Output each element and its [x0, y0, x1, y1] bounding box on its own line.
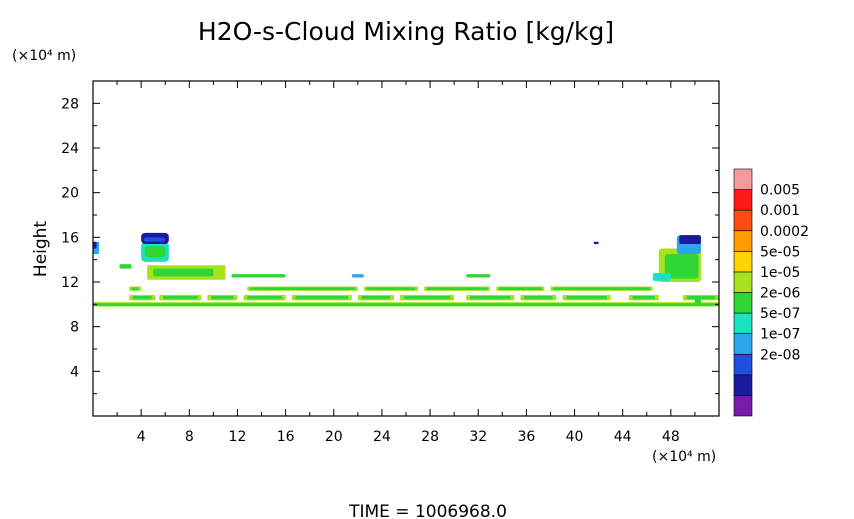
- anvil-cloud-top-core: [143, 237, 166, 242]
- x-tick-label: 20: [325, 429, 343, 445]
- colorbar-swatch: [733, 189, 753, 211]
- cloud-fragment-core: [361, 295, 391, 300]
- colorbar-label: 5e-05: [760, 244, 800, 260]
- y-tick-label: 20: [61, 186, 79, 202]
- cloud-fragment-core: [295, 295, 349, 300]
- chart-title: H2O-s-Cloud Mixing Ratio [kg/kg]: [198, 17, 614, 46]
- x-tick-label: 16: [277, 429, 295, 445]
- colorbar-swatch: [733, 374, 753, 396]
- cloud-fragment-core: [469, 295, 511, 300]
- cloud-fragment-core: [403, 295, 451, 300]
- colorbar-swatch: [733, 353, 753, 376]
- colorbar-label: 0.0002: [760, 224, 809, 240]
- y-tick-label: 16: [61, 230, 79, 246]
- x-tick-label: 12: [229, 429, 247, 445]
- cloud-patch: [351, 274, 364, 278]
- colorbar-swatch: [733, 209, 753, 232]
- y-tick-label: 28: [61, 96, 79, 112]
- colorbar-swatch: [733, 251, 753, 273]
- time-footer: TIME = 1006968.0: [348, 502, 507, 519]
- colorbar-swatch: [733, 271, 753, 293]
- x-tick-label: 32: [469, 429, 487, 445]
- cloud-strip-core: [552, 287, 651, 291]
- x-unit-label: (×10⁴ m): [652, 449, 716, 465]
- y-tick-label: 24: [61, 141, 79, 157]
- cloud-patch-core: [153, 268, 214, 277]
- edge-cloud-left-top: [93, 241, 97, 249]
- x-tick-label: 36: [517, 429, 535, 445]
- x-tick-label: 40: [566, 429, 584, 445]
- colorbar-label: 2e-06: [760, 286, 800, 302]
- colorbar-label: 0.005: [760, 183, 800, 199]
- colorbar-label: 5e-07: [760, 306, 800, 322]
- x-tick-label: 48: [662, 429, 680, 445]
- x-tick-label: 28: [421, 429, 439, 445]
- cloud-patch: [231, 274, 286, 278]
- colorbar: 0.005 0.001 0.0002 5e-05 1e-05 2e-06 5e-07 1e-0…: [733, 168, 809, 417]
- cloud-strip-core: [249, 287, 356, 291]
- cloud-fragment-core: [210, 295, 234, 300]
- y-tick-label: 12: [61, 275, 79, 291]
- cloud-speck: [593, 241, 599, 245]
- edge-cloud-right-cap: [679, 235, 701, 245]
- cloud-strip-core: [498, 287, 543, 291]
- colorbar-swatch: [733, 292, 753, 314]
- cloud-strip-core: [131, 287, 139, 291]
- colorbar-label: 1e-05: [760, 265, 800, 281]
- cloud-fragment-core: [247, 295, 283, 300]
- edge-cloud-right-base: [694, 296, 701, 306]
- x-tick-label: 24: [373, 429, 391, 445]
- plot-frame: [92, 80, 720, 417]
- plot-field: [93, 232, 719, 307]
- cloud-patch: [119, 264, 132, 269]
- colorbar-swatch: [733, 333, 753, 355]
- x-tick-label: 44: [614, 429, 632, 445]
- y-tick-label: 4: [70, 364, 79, 380]
- colorbar-swatch: [733, 168, 753, 190]
- cloud-fragment-core: [632, 295, 656, 300]
- cloud-fragment-core: [162, 295, 198, 300]
- y-unit-label: (×10⁴ m): [12, 48, 76, 64]
- cloud-fragment-core: [566, 295, 608, 300]
- colorbar-label: 1e-07: [760, 327, 800, 343]
- colorbar-label: 2e-08: [760, 347, 800, 363]
- x-tick-label: 8: [185, 429, 194, 445]
- colorbar-swatch: [733, 312, 753, 334]
- y-tick-label: 8: [70, 320, 79, 336]
- colorbar-swatch: [733, 395, 753, 417]
- cloud-patch: [466, 274, 491, 278]
- x-tick-label: 4: [137, 429, 146, 445]
- edge-cloud-right-skirt: [652, 273, 671, 281]
- y-axis-label: Height: [31, 221, 51, 278]
- cloud-strip-core: [366, 287, 416, 291]
- anvil-cloud-core: [144, 246, 166, 258]
- colorbar-label: 0.001: [760, 203, 800, 219]
- cloud-fragment-core: [523, 295, 553, 300]
- cloud-strip-core: [426, 287, 488, 291]
- cloud-layer-core: [93, 303, 719, 307]
- colorbar-swatch: [733, 230, 753, 252]
- cloud-fragment-core: [132, 295, 152, 300]
- edge-cloud-right-core: [664, 254, 699, 279]
